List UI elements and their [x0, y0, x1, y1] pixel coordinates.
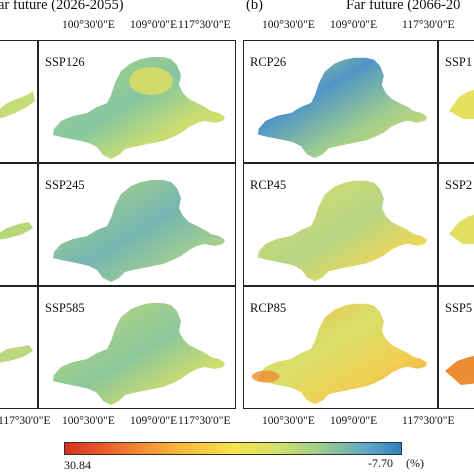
left-cut-panel-1 — [0, 40, 38, 163]
cut-label-3: SSP5 — [445, 301, 473, 315]
cut-label-1: SSP1 — [445, 55, 473, 69]
map-panel-ssp126: SSP126 — [38, 40, 236, 163]
cut-label-2: SSP2 — [445, 178, 473, 192]
figure-b-letter: (b) — [246, 0, 263, 13]
colorbar-unit: (%) — [406, 456, 424, 470]
colorbar — [64, 442, 402, 455]
map-panel-rcp26: RCP26 — [243, 40, 438, 163]
bottom-tick-right-1: 100°30'0"E — [262, 415, 315, 427]
panel-label-ssp126: SSP126 — [45, 55, 85, 69]
map-panel-rcp45: RCP45 — [243, 163, 438, 286]
top-tick-right-3: 117°30'0"E — [402, 19, 455, 31]
map-panel-ssp245: SSP245 — [38, 163, 236, 286]
bottom-tick-right-3: 117°30'0"E — [402, 415, 455, 427]
right-cut-panel-3: SSP5 — [438, 286, 474, 409]
bottom-tick-left-3: 117°30'0"E — [178, 415, 231, 427]
left-figure-title: ar future (2026-2055) — [0, 0, 124, 13]
left-cut-panel-3 — [0, 286, 38, 409]
right-cut-panel-2: SSP2 — [438, 163, 474, 286]
panel-label-ssp245: SSP245 — [45, 178, 85, 192]
top-tick-right-2: 109°0'0"E — [330, 19, 378, 31]
top-tick-left-1: 100°30'0"E — [62, 19, 115, 31]
top-tick-right-1: 100°30'0"E — [262, 19, 315, 31]
panel-label-rcp26: RCP26 — [250, 55, 287, 69]
top-tick-left-3: 117°30'0"E — [178, 19, 231, 31]
colorbar-min-label: 30.84 — [64, 458, 91, 472]
bottom-tick-left-2: 109°0'0"E — [130, 415, 178, 427]
map-panel-ssp585: SSP585 — [38, 286, 236, 409]
panel-label-rcp45: RCP45 — [250, 178, 287, 192]
colorbar-max-label: -7.70 — [368, 456, 393, 470]
bottom-tick-left-1: 100°30'0"E — [62, 415, 115, 427]
top-tick-left-2: 109°0'0"E — [130, 19, 178, 31]
left-cut-panel-2 — [0, 163, 38, 286]
bottom-tick-cut-left: 117°30'0"E — [0, 415, 51, 427]
panel-label-ssp585: SSP585 — [45, 301, 85, 315]
right-figure-title: Far future (2066-20 — [346, 0, 461, 13]
right-cut-panel-1: SSP1 — [438, 40, 474, 163]
panel-label-rcp85: RCP85 — [250, 301, 287, 315]
map-panel-rcp85: RCP85 — [243, 286, 438, 409]
bottom-tick-right-2: 109°0'0"E — [330, 415, 378, 427]
